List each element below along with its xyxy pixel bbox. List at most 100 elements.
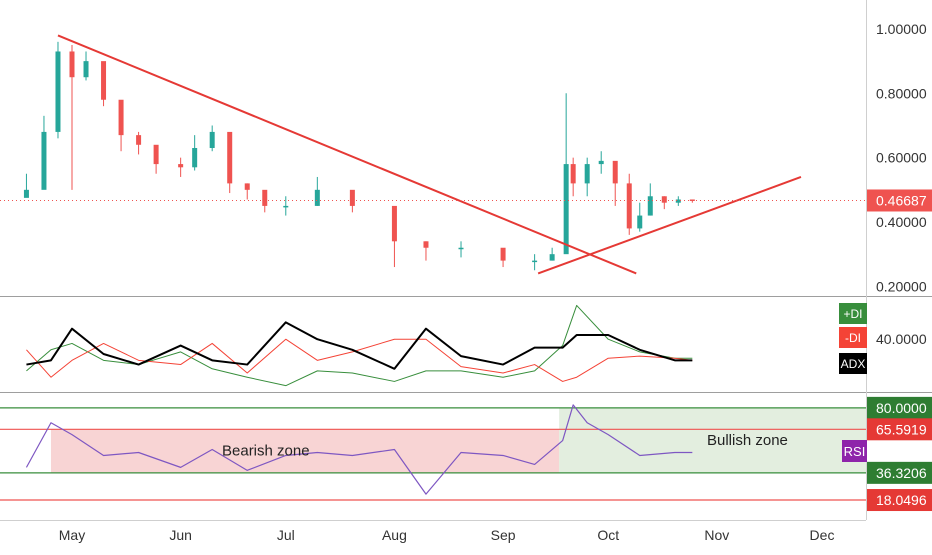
rsi-level-badge [867, 396, 932, 419]
candle-body [349, 189, 355, 206]
rsi-badge-text: RSI [844, 444, 866, 459]
chart-marks: Bearish zone Bullish zone [0, 34, 866, 495]
candle [101, 61, 107, 107]
candle [612, 160, 618, 206]
panel-backgrounds [0, 0, 932, 521]
candle [178, 157, 184, 177]
adx-line [26, 321, 693, 370]
candle [55, 41, 61, 139]
candle [136, 131, 142, 155]
time-tick-label: Sep [491, 527, 516, 543]
candle [391, 205, 397, 268]
minus-di-badge-text: -DI [845, 331, 861, 345]
candle [689, 199, 695, 203]
plus-di-badge-text: +DI [843, 307, 862, 321]
candle-body [637, 215, 643, 229]
candle [500, 247, 506, 268]
plus-di-badge-bg [839, 303, 867, 324]
candle-body [423, 241, 429, 248]
price-tick-label: 0.20000 [876, 278, 927, 294]
candle [192, 135, 198, 171]
rsi-level-badge [867, 461, 932, 484]
candle-body [612, 160, 618, 184]
candle [69, 45, 75, 190]
rsi-level-badge [867, 418, 932, 441]
candle-body [314, 189, 320, 206]
candle-body [118, 99, 124, 136]
candle-body [244, 183, 250, 190]
candle-body [584, 164, 590, 184]
plus-di-badge: +DI [839, 303, 867, 324]
candle [584, 157, 590, 197]
candle [227, 131, 233, 194]
candle-body [391, 205, 397, 242]
candle-body [136, 135, 142, 145]
candle-body [41, 131, 47, 190]
time-tick-label: Oct [597, 527, 619, 543]
candle-body [563, 164, 569, 255]
candle [675, 196, 681, 206]
adx-badge-text: ADX [841, 357, 866, 371]
candle [83, 51, 89, 81]
time-tick-label: Jun [169, 527, 192, 543]
candle-body [458, 247, 464, 250]
candle [153, 144, 159, 174]
time-tick-label: Aug [382, 527, 407, 543]
candle-body [283, 205, 289, 208]
candle-body [209, 131, 215, 148]
candle-body [69, 51, 75, 78]
bullish-zone-label: Bullish zone [707, 432, 788, 449]
candle [647, 183, 653, 216]
minus-di-line [26, 338, 693, 382]
rsi-level-label: 65.5919 [876, 421, 927, 437]
candle [570, 157, 576, 197]
candle-body [570, 164, 576, 184]
rsi-level-label: 18.0496 [876, 492, 927, 508]
candle-body [661, 196, 667, 203]
rsi-zones [0, 407, 866, 501]
candle-body [55, 51, 61, 132]
candle-body [598, 160, 604, 165]
rsi-badge: RSI [842, 440, 867, 462]
candle-body [262, 189, 268, 206]
price-tick-label: 0.40000 [876, 214, 927, 230]
candle-body [647, 196, 653, 216]
candle-body [101, 61, 107, 100]
minus-di-badge: -DI [839, 327, 867, 348]
price-tick-label: 1.00000 [876, 21, 927, 37]
axes: 1.00000 0.80000 0.60000 0.40000 0.20000 0.466… [59, 21, 932, 543]
bearish-zone-label: Bearish zone [222, 443, 310, 460]
candle [598, 151, 604, 174]
candle-body [153, 144, 159, 165]
adx-badge-bg [839, 353, 867, 374]
rsi-level-label: 36.3206 [876, 465, 927, 481]
candle-body [532, 260, 538, 263]
descending-trendline [57, 34, 637, 275]
candle [41, 115, 47, 190]
rsi-line [25, 404, 693, 495]
rsi-level-label: 80.0000 [876, 400, 927, 416]
candle-body [549, 254, 555, 261]
candle [314, 176, 320, 206]
candle [423, 241, 429, 261]
candle [458, 241, 464, 258]
bearish-zone [50, 429, 560, 473]
candle [549, 247, 555, 261]
candle [349, 189, 355, 213]
candle [563, 93, 569, 255]
candle [209, 125, 215, 152]
price-tick-label: 0.80000 [876, 85, 927, 101]
candle-body [83, 61, 89, 78]
last-price-badge [867, 189, 932, 212]
adx-badge: ADX [839, 353, 867, 374]
price-tick-label: 0.60000 [876, 150, 927, 166]
candle [244, 183, 250, 200]
bullish-zone [559, 407, 866, 473]
candle-body [626, 183, 632, 229]
time-tick-label: Jul [277, 527, 295, 543]
candle [532, 254, 538, 271]
candle [262, 189, 268, 213]
candle-body [178, 164, 184, 168]
time-tick-label: Dec [810, 527, 835, 543]
